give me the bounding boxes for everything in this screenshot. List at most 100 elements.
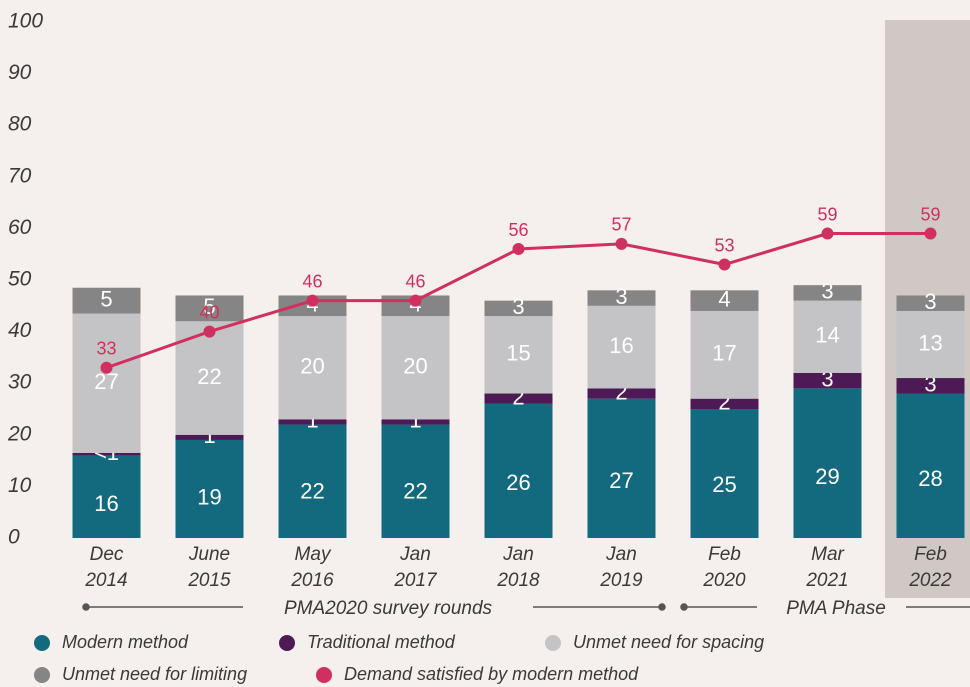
line-point [821,227,834,240]
y-tick-label: 70 [8,164,32,187]
y-tick-label: 80 [8,113,32,136]
bar-segment [278,316,347,420]
data-label: 59 [817,204,837,224]
bar-segment [587,398,656,538]
data-label: 53 [714,235,734,255]
x-tick-label: Jan [502,544,534,565]
bar-segment [484,300,553,317]
bar-segment [484,403,553,538]
data-label: 20 [403,354,427,379]
x-tick-label: Jan [399,544,431,565]
data-label: 14 [815,323,839,348]
bar-segment [381,424,450,538]
bar-segment [175,295,244,322]
bar-segment [896,393,965,538]
data-label: 22 [300,478,324,503]
data-label: 4 [718,286,730,311]
bar-segment [278,424,347,538]
legend-swatch [545,635,561,651]
data-label: 46 [302,271,322,291]
legend-swatch [34,667,50,683]
y-tick-label: 10 [8,474,32,497]
data-label: 3 [821,279,833,304]
data-label: 3 [615,284,627,309]
x-tick-label: 2021 [805,570,848,591]
data-label: 33 [96,338,116,358]
data-label: 20 [300,354,324,379]
legend-swatch [34,635,50,651]
x-tick-label: Mar [811,544,844,565]
y-tick-label: 0 [8,526,20,549]
x-tick-label: 2019 [599,570,643,591]
y-tick-label: 60 [8,216,32,239]
bar-segment [793,300,862,373]
y-tick-label: 100 [8,10,43,33]
bar-segment [793,372,862,389]
x-tick-label: Feb [708,544,741,565]
bar-segment [278,419,347,425]
x-tick-label: 2016 [290,570,334,591]
bar-segment [175,439,244,538]
x-tick-label: 2015 [187,570,231,591]
bar-segment [72,455,141,538]
legend-swatch [316,667,332,683]
x-tick-label: Feb [914,544,947,565]
data-label: 15 [506,341,530,366]
bar-segment [587,290,656,306]
data-label: 56 [508,220,528,240]
x-tick-label: June [188,544,230,565]
legend-label: Modern method [62,632,189,652]
line-point [409,294,422,307]
bar-segment [690,290,759,311]
legend-swatch [279,635,295,651]
y-tick-label: 30 [8,371,32,394]
data-label: 16 [609,333,633,358]
legend-label: Demand satisfied by modern method [344,664,639,684]
bar-segment [175,434,244,440]
data-label: 59 [920,204,940,224]
bar-segment [793,285,862,301]
line-point [306,294,319,307]
x-tick-label: 2017 [393,570,438,591]
bar-segment [690,310,759,399]
bar-segment [484,393,553,404]
data-label: 22 [403,478,427,503]
y-tick-label: 90 [8,61,32,84]
round-brackets [82,603,970,611]
x-tick-label: 2022 [908,570,952,591]
legend-label: Traditional method [307,632,456,652]
line-point [203,325,216,338]
data-label: 25 [712,472,736,497]
x-tick-label: Dec [90,544,124,565]
line-point [615,237,628,250]
legend-label: Unmet need for spacing [573,632,764,652]
legend-label: Unmet need for limiting [62,664,247,684]
line-point [512,243,525,256]
y-tick-label: 50 [8,268,32,291]
data-label: 28 [918,466,942,491]
data-label: 46 [405,271,425,291]
data-label: 57 [611,215,631,235]
data-label: 17 [712,341,736,366]
data-label: 19 [197,485,221,510]
data-label: 27 [609,468,633,493]
x-tick-label: Jan [605,544,637,565]
line-point [924,227,937,240]
bar-segment [690,409,759,538]
x-tick-label: 2020 [702,570,746,591]
data-label: 29 [815,464,839,489]
bar-segment [690,398,759,409]
bar-segment [484,316,553,394]
data-label: 5 [203,294,215,319]
data-label: 26 [506,470,530,495]
bar-segment [381,419,450,425]
data-label: 22 [197,364,221,389]
bar-segment [72,452,141,456]
bar-segment [793,388,862,538]
line-point [718,258,731,271]
y-tick-label: 20 [7,422,32,445]
data-label: 40 [199,302,219,322]
annotation: PMA2020 survey rounds [284,598,493,619]
x-tick-label: 2014 [84,570,127,591]
